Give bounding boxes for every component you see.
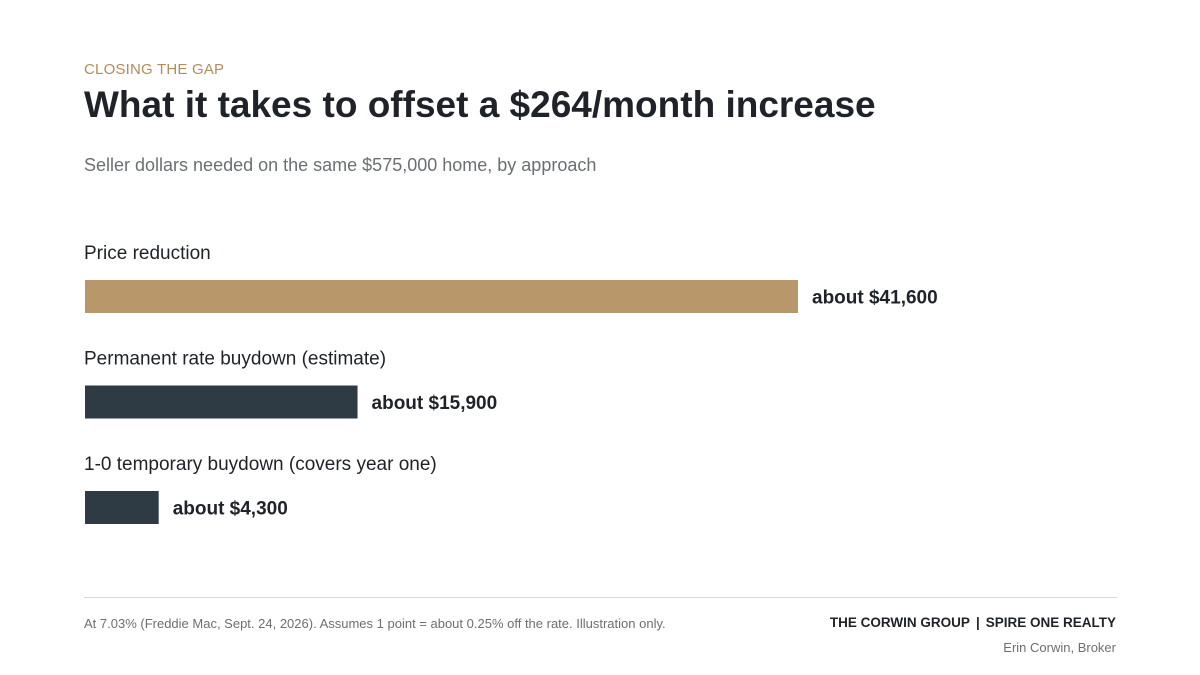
subtitle: Seller dollars needed on the same $575,0… bbox=[84, 155, 597, 175]
brand-separator: | bbox=[975, 615, 980, 630]
value-label: about $41,600 bbox=[812, 288, 938, 309]
brand-line: THE CORWIN GROUP | SPIRE ONE REALTY bbox=[830, 615, 1116, 630]
broker-name: Erin Corwin, Broker bbox=[1003, 640, 1116, 655]
value-label: about $4,300 bbox=[173, 499, 288, 520]
footnote: At 7.03% (Freddie Mac, Sept. 24, 2026). … bbox=[84, 616, 666, 631]
category-label: Permanent rate buydown (estimate) bbox=[84, 349, 386, 370]
bar bbox=[85, 491, 159, 524]
brand-company-name: SPIRE ONE REALTY bbox=[985, 615, 1116, 630]
category-label: 1-0 temporary buydown (covers year one) bbox=[84, 454, 437, 475]
eyebrow: CLOSING THE GAP bbox=[84, 61, 225, 78]
bar bbox=[85, 280, 798, 313]
brand-group-name: THE CORWIN GROUP bbox=[829, 615, 970, 630]
page-title: What it takes to offset a $264/month inc… bbox=[84, 84, 876, 125]
category-label: Price reduction bbox=[84, 243, 211, 264]
footer-divider bbox=[84, 597, 1117, 598]
value-label: about $15,900 bbox=[372, 393, 498, 414]
bar bbox=[85, 385, 358, 419]
